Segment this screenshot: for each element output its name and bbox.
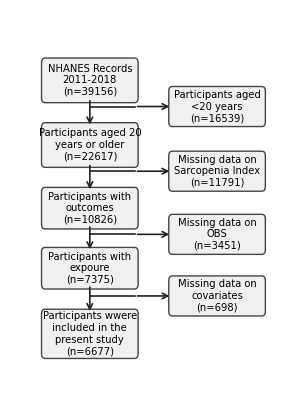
FancyBboxPatch shape [169,151,265,191]
Text: Missing data on
Sarcopenia Index
(n=11791): Missing data on Sarcopenia Index (n=1179… [174,155,260,188]
Text: Participants wwere
included in the
present study
(n=6677): Participants wwere included in the prese… [43,312,137,356]
FancyBboxPatch shape [42,123,138,167]
FancyBboxPatch shape [169,214,265,254]
FancyBboxPatch shape [42,187,138,229]
Text: Participants with
expoure
(n=7375): Participants with expoure (n=7375) [48,252,131,285]
FancyBboxPatch shape [169,86,265,126]
Text: Missing data on
covariates
(n=698): Missing data on covariates (n=698) [178,279,257,312]
Text: Participants aged 20
years or older
(n=22617): Participants aged 20 years or older (n=2… [39,128,141,162]
Text: Participants with
outcomes
(n=10826): Participants with outcomes (n=10826) [48,192,131,225]
FancyBboxPatch shape [169,276,265,316]
Text: NHANES Records
2011-2018
(n=39156): NHANES Records 2011-2018 (n=39156) [47,64,132,97]
Text: Participants aged
<20 years
(n=16539): Participants aged <20 years (n=16539) [174,90,261,123]
FancyBboxPatch shape [42,248,138,289]
FancyBboxPatch shape [42,58,138,103]
Text: Missing data on
OBS
(n=3451): Missing data on OBS (n=3451) [178,218,257,251]
FancyBboxPatch shape [42,309,138,358]
